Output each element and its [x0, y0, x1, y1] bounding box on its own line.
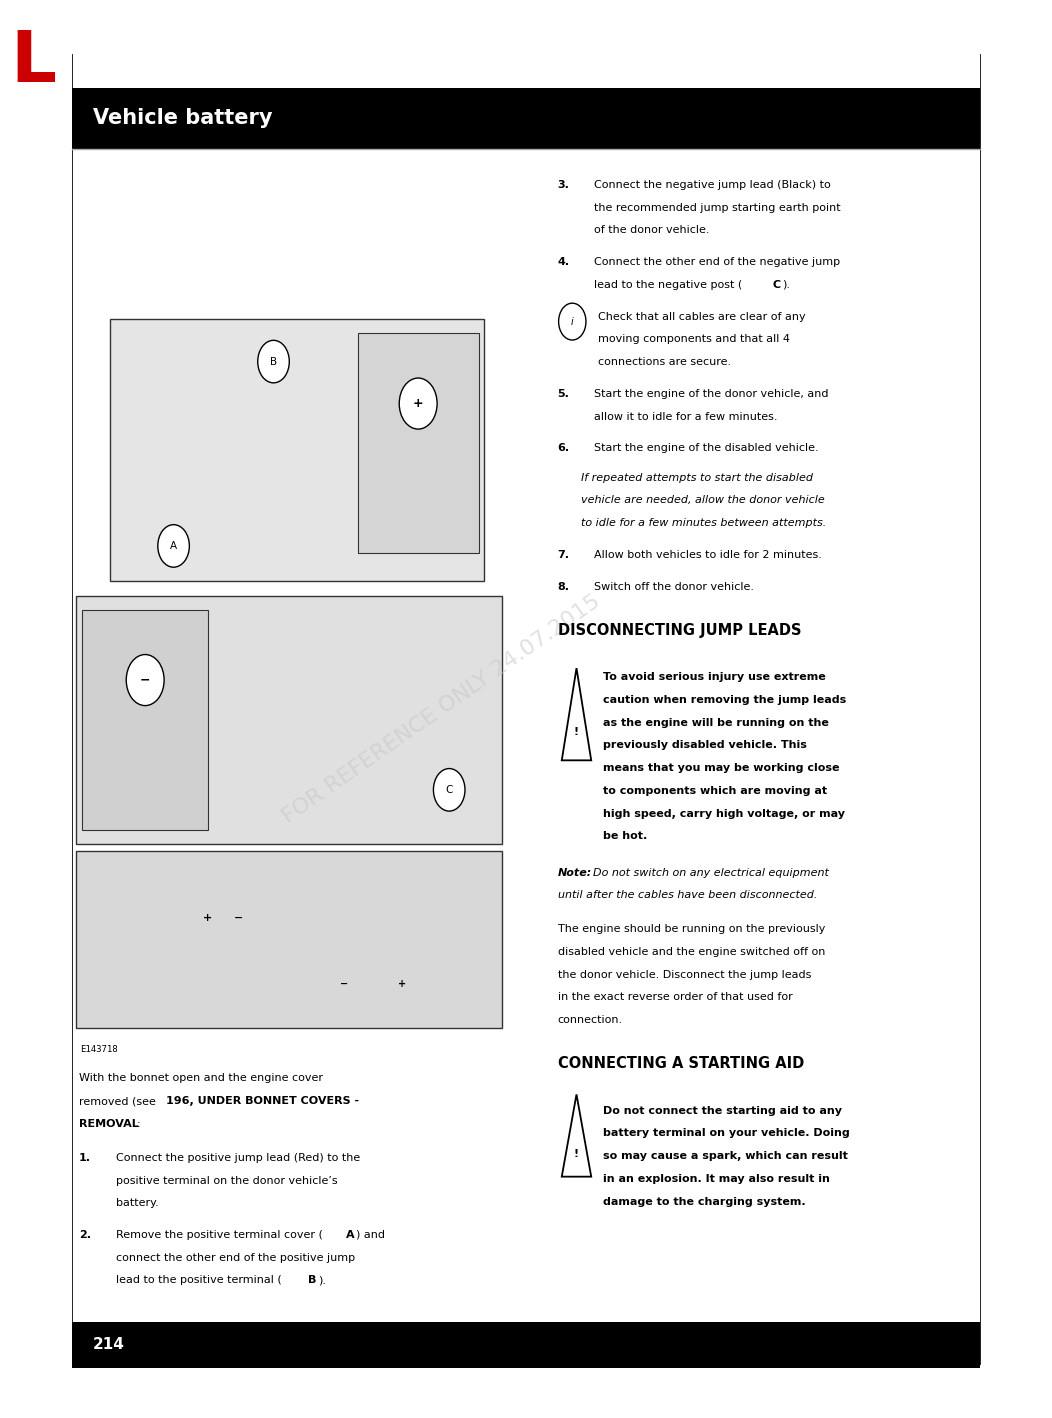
Text: !: ! [574, 1149, 579, 1159]
Text: CONNECTING A STARTING AID: CONNECTING A STARTING AID [558, 1056, 804, 1071]
Text: −: − [235, 913, 243, 923]
Text: i: i [571, 316, 573, 326]
Text: FOR REFERENCE ONLY 24.07.2015: FOR REFERENCE ONLY 24.07.2015 [279, 591, 605, 827]
Text: REMOVAL: REMOVAL [79, 1119, 139, 1129]
Text: in the exact reverse order of that used for: in the exact reverse order of that used … [558, 993, 792, 1003]
Text: B: B [308, 1275, 317, 1285]
Text: moving components and that all 4: moving components and that all 4 [598, 335, 790, 345]
Text: high speed, carry high voltage, or may: high speed, carry high voltage, or may [603, 808, 845, 818]
Text: battery.: battery. [116, 1198, 159, 1208]
Text: of the donor vehicle.: of the donor vehicle. [594, 225, 710, 235]
FancyBboxPatch shape [110, 319, 484, 581]
Text: Connect the positive jump lead (Red) to the: Connect the positive jump lead (Red) to … [116, 1153, 360, 1163]
Text: lead to the positive terminal (: lead to the positive terminal ( [116, 1275, 282, 1285]
Text: B: B [270, 356, 277, 367]
Text: Connect the negative jump lead (Black) to: Connect the negative jump lead (Black) t… [594, 180, 831, 190]
Text: ).: ). [318, 1275, 326, 1285]
Text: :: : [137, 1119, 140, 1129]
Text: 6.: 6. [558, 444, 570, 454]
Text: 8.: 8. [558, 581, 569, 591]
Text: vehicle are needed, allow the donor vehicle: vehicle are needed, allow the donor vehi… [581, 495, 825, 505]
Text: connections are secure.: connections are secure. [598, 357, 731, 367]
Text: Remove the positive terminal cover (: Remove the positive terminal cover ( [116, 1229, 323, 1239]
Text: A: A [346, 1229, 355, 1239]
Text: ) and: ) and [356, 1229, 385, 1239]
Text: The engine should be running on the previously: The engine should be running on the prev… [558, 925, 825, 934]
Circle shape [399, 379, 437, 430]
Text: means that you may be working close: means that you may be working close [603, 763, 839, 773]
Text: the recommended jump starting earth point: the recommended jump starting earth poin… [594, 203, 841, 213]
Text: !: ! [574, 727, 579, 737]
Text: Allow both vehicles to idle for 2 minutes.: Allow both vehicles to idle for 2 minute… [594, 550, 823, 560]
FancyBboxPatch shape [72, 88, 980, 149]
Text: −: − [140, 674, 150, 686]
Text: A: A [170, 540, 177, 552]
Text: Switch off the donor vehicle.: Switch off the donor vehicle. [594, 581, 754, 591]
Text: E143718: E143718 [80, 1045, 118, 1054]
Text: Start the engine of the donor vehicle, and: Start the engine of the donor vehicle, a… [594, 389, 829, 398]
Circle shape [433, 769, 465, 811]
Text: positive terminal on the donor vehicle’s: positive terminal on the donor vehicle’s [116, 1176, 338, 1185]
Text: to idle for a few minutes between attempts.: to idle for a few minutes between attemp… [581, 518, 826, 527]
Text: battery terminal on your vehicle. Doing: battery terminal on your vehicle. Doing [603, 1129, 850, 1139]
Text: damage to the charging system.: damage to the charging system. [603, 1197, 806, 1207]
Circle shape [158, 525, 189, 567]
Circle shape [258, 340, 289, 383]
Text: 2.: 2. [79, 1229, 90, 1239]
Text: +: + [203, 913, 211, 923]
Text: until after the cables have been disconnected.: until after the cables have been disconn… [558, 891, 817, 900]
Text: Connect the other end of the negative jump: Connect the other end of the negative ju… [594, 257, 841, 267]
Text: 196, UNDER BONNET COVERS -: 196, UNDER BONNET COVERS - [166, 1096, 360, 1106]
Text: as the engine will be running on the: as the engine will be running on the [603, 718, 829, 727]
FancyBboxPatch shape [358, 333, 479, 553]
Circle shape [126, 655, 164, 706]
FancyBboxPatch shape [72, 1322, 980, 1368]
Text: Do not switch on any electrical equipment: Do not switch on any electrical equipmen… [593, 868, 829, 878]
Text: +: + [398, 978, 406, 988]
Text: to components which are moving at: to components which are moving at [603, 786, 827, 795]
Text: L: L [11, 28, 57, 98]
Text: With the bonnet open and the engine cover: With the bonnet open and the engine cove… [79, 1073, 323, 1083]
Text: lead to the negative post (: lead to the negative post ( [594, 279, 743, 289]
Text: If repeated attempts to start the disabled: If repeated attempts to start the disabl… [581, 472, 813, 482]
Circle shape [559, 303, 586, 340]
Text: Check that all cables are clear of any: Check that all cables are clear of any [598, 312, 805, 322]
Text: the donor vehicle. Disconnect the jump leads: the donor vehicle. Disconnect the jump l… [558, 970, 811, 980]
Text: +: + [412, 397, 424, 410]
Text: 3.: 3. [558, 180, 569, 190]
FancyBboxPatch shape [76, 596, 502, 844]
Text: DISCONNECTING JUMP LEADS: DISCONNECTING JUMP LEADS [558, 623, 801, 638]
Text: be hot.: be hot. [603, 831, 647, 841]
Text: so may cause a spark, which can result: so may cause a spark, which can result [603, 1151, 848, 1161]
Text: 4.: 4. [558, 257, 570, 267]
Text: connection.: connection. [558, 1015, 623, 1025]
Text: To avoid serious injury use extreme: To avoid serious injury use extreme [603, 672, 826, 682]
Text: ).: ). [782, 279, 790, 289]
Text: Note:: Note: [558, 868, 592, 878]
Text: 7.: 7. [558, 550, 569, 560]
Text: 1.: 1. [79, 1153, 90, 1163]
Text: −: − [340, 978, 348, 988]
FancyBboxPatch shape [76, 851, 502, 1028]
FancyBboxPatch shape [82, 610, 208, 830]
Text: caution when removing the jump leads: caution when removing the jump leads [603, 695, 846, 705]
Text: C: C [445, 784, 453, 795]
Text: connect the other end of the positive jump: connect the other end of the positive ju… [116, 1252, 355, 1262]
Text: in an explosion. It may also result in: in an explosion. It may also result in [603, 1174, 830, 1184]
Text: 214: 214 [93, 1337, 124, 1353]
Text: Vehicle battery: Vehicle battery [93, 108, 272, 129]
Text: removed (see: removed (see [79, 1096, 159, 1106]
Text: Do not connect the starting aid to any: Do not connect the starting aid to any [603, 1106, 842, 1116]
Text: 5.: 5. [558, 389, 569, 398]
Text: previously disabled vehicle. This: previously disabled vehicle. This [603, 740, 807, 750]
Text: C: C [772, 279, 781, 289]
Text: Start the engine of the disabled vehicle.: Start the engine of the disabled vehicle… [594, 444, 820, 454]
Text: allow it to idle for a few minutes.: allow it to idle for a few minutes. [594, 411, 777, 421]
Text: disabled vehicle and the engine switched off on: disabled vehicle and the engine switched… [558, 947, 825, 957]
